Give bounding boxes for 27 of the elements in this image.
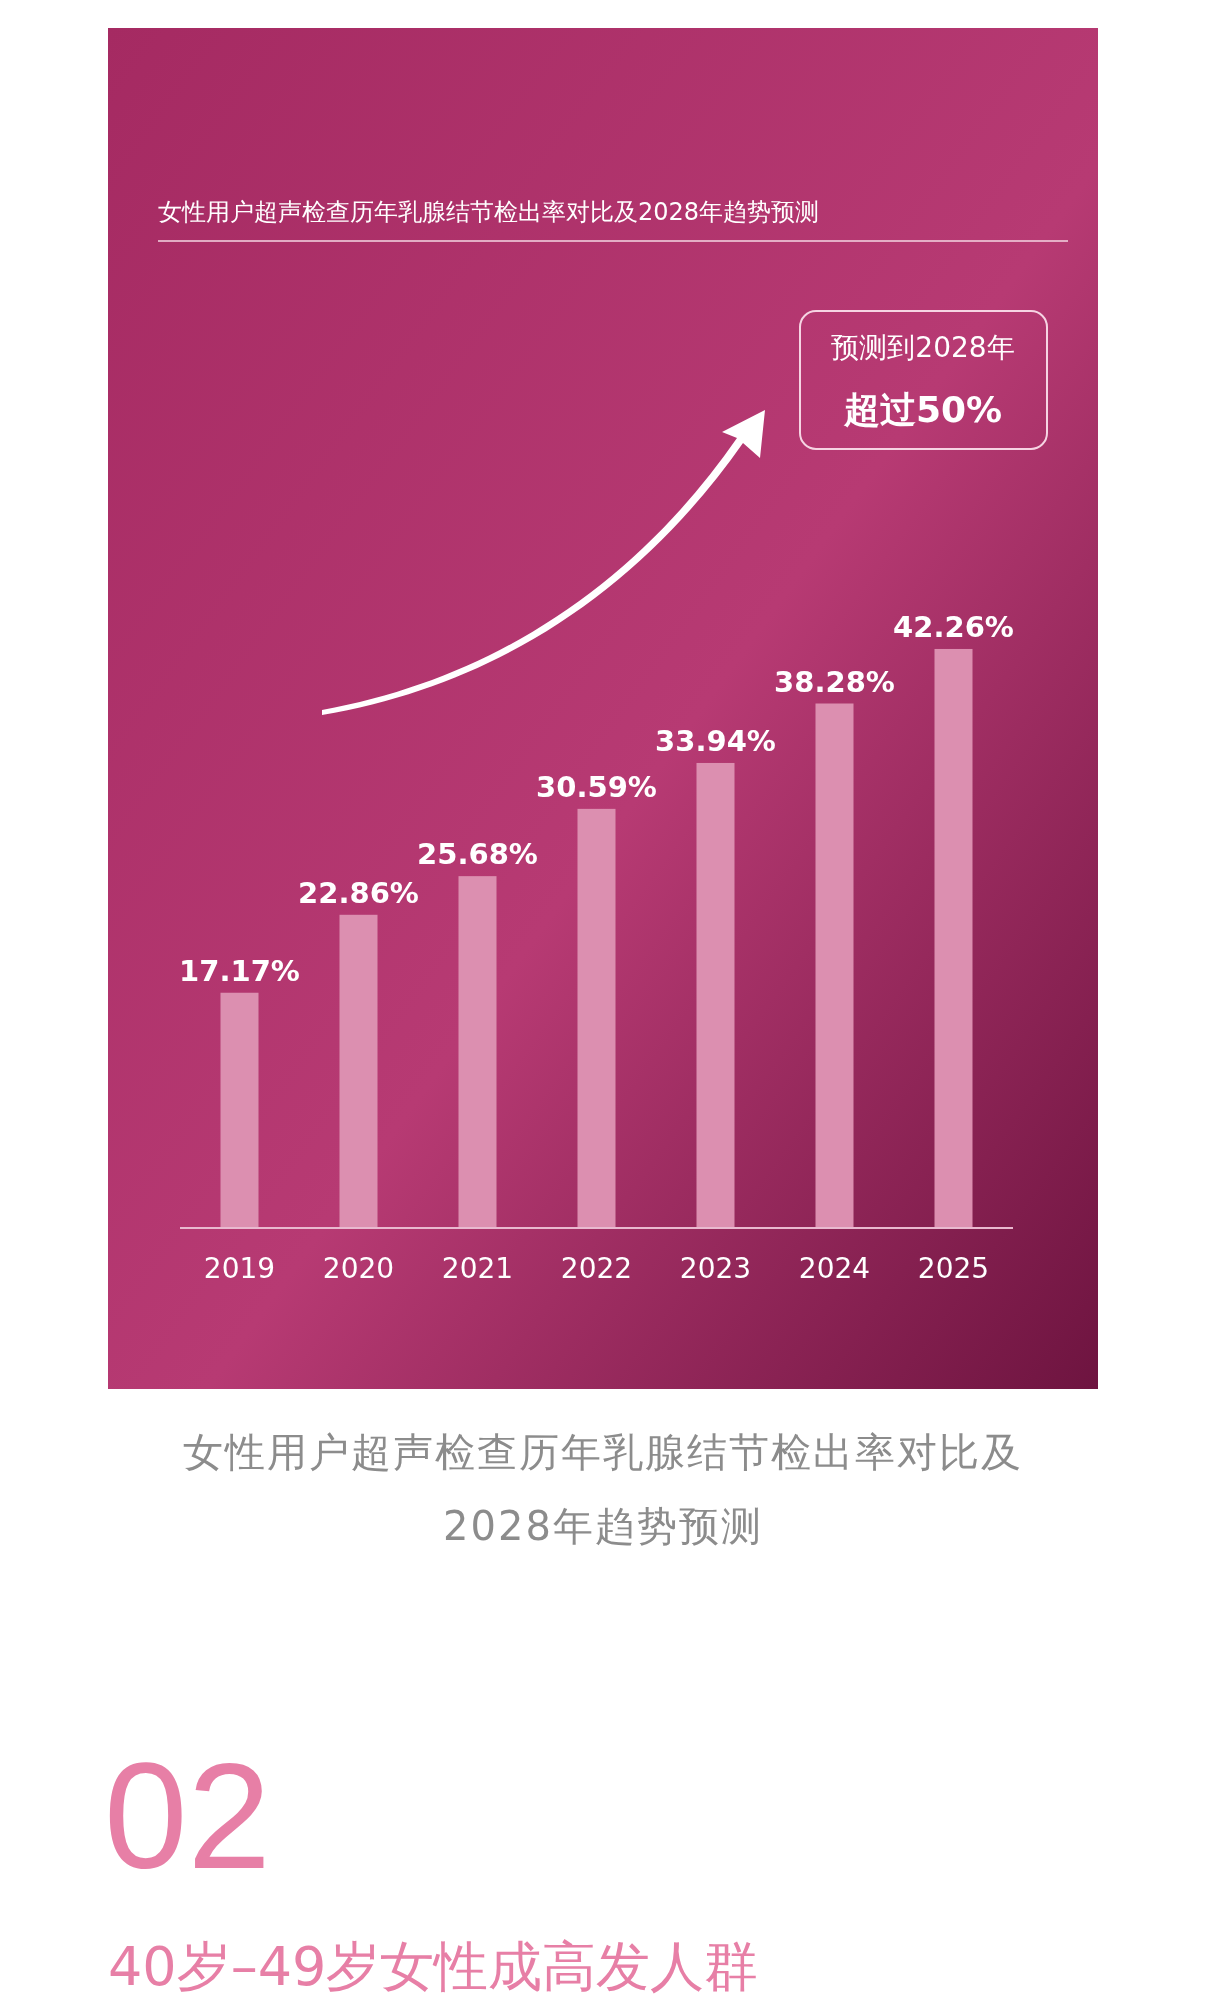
bar <box>577 808 616 1228</box>
x-tick-label: 2019 <box>203 1252 276 1285</box>
data-label: 22.86% <box>298 875 419 910</box>
data-label: 33.94% <box>655 723 776 758</box>
data-label: 17.17% <box>179 953 300 988</box>
bar <box>458 876 497 1228</box>
text: 预测到2028年 <box>831 331 1015 364</box>
bar <box>696 762 735 1228</box>
bar <box>934 648 973 1228</box>
chart-title: 女性用户超声检查历年乳腺结节检出率对比及2028年趋势预测 <box>158 198 820 226</box>
x-tick-label: 2023 <box>679 1252 752 1285</box>
text: 40岁–49岁女性成高发人群 <box>108 1935 759 1998</box>
bar <box>220 992 259 1228</box>
x-tick-label: 2022 <box>560 1252 633 1285</box>
data-label: 25.68% <box>417 837 538 872</box>
text: 女性用户超声检查历年乳腺结节检出率对比及2028年趋势预测 <box>183 1429 1023 1549</box>
data-label: 30.59% <box>536 769 657 804</box>
x-tick-label: 2025 <box>917 1252 990 1285</box>
data-label: 38.28% <box>774 664 895 699</box>
data-label: 42.26% <box>893 609 1014 644</box>
text: 超过50% <box>842 389 1003 430</box>
text: 02 <box>104 1732 271 1900</box>
bar <box>815 703 854 1228</box>
bar <box>339 914 378 1228</box>
x-tick-label: 2021 <box>441 1252 514 1285</box>
x-tick-label: 2020 <box>322 1252 395 1285</box>
x-tick-label: 2024 <box>798 1252 871 1285</box>
